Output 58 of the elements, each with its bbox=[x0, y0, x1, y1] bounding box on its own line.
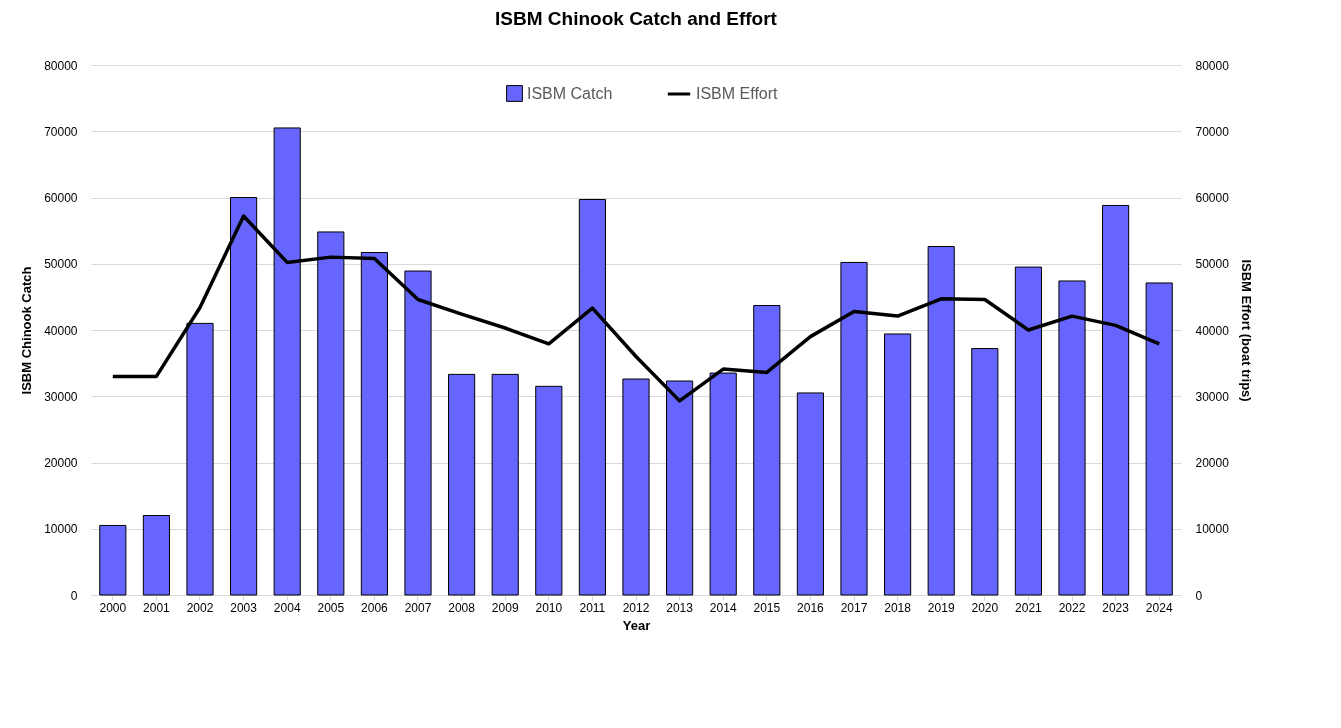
x-axis-title: Year bbox=[622, 617, 651, 633]
x-tick-label: 2019 bbox=[927, 600, 955, 615]
y-axis-title: ISBM Chinook Catch bbox=[19, 266, 35, 395]
bar bbox=[535, 385, 563, 596]
y-tick-label: 30000 bbox=[44, 389, 78, 404]
y2-tick-label: 70000 bbox=[1195, 124, 1230, 139]
x-tick-label: 2023 bbox=[1102, 600, 1130, 615]
x-tick-label: 2014 bbox=[709, 600, 737, 615]
x-tick-label: 2018 bbox=[884, 600, 912, 615]
bar bbox=[448, 373, 476, 596]
x-tick-label: 2000 bbox=[99, 600, 127, 615]
x-tick-label: 2003 bbox=[230, 600, 258, 615]
chart-title: ISBM Chinook Catch and Effort bbox=[495, 8, 778, 29]
bar bbox=[971, 348, 999, 596]
y-tick-label: 20000 bbox=[44, 456, 78, 470]
x-tick-label: 2016 bbox=[797, 600, 825, 615]
bar bbox=[796, 392, 824, 596]
bar bbox=[491, 373, 519, 596]
x-tick-label: 2008 bbox=[448, 600, 476, 615]
y2-tick-label: 20000 bbox=[1195, 456, 1230, 470]
x-tick-label: 2010 bbox=[535, 600, 563, 615]
y-tick-label: 50000 bbox=[44, 257, 78, 272]
x-tick-label: 2017 bbox=[840, 600, 868, 615]
x-tick-label: 2009 bbox=[491, 600, 519, 615]
x-tick-label: 2005 bbox=[317, 600, 345, 615]
y-tick-label: 10000 bbox=[44, 522, 78, 537]
bar bbox=[99, 524, 127, 596]
x-tick-label: 2012 bbox=[622, 600, 650, 615]
y2-tick-label: 30000 bbox=[1195, 389, 1230, 404]
y-tick-label: 70000 bbox=[44, 124, 78, 139]
y-tick-label: 80000 bbox=[44, 58, 78, 73]
y2-axis-title: ISBM Effort (boat trips) bbox=[1238, 259, 1254, 402]
y-tick-label: 60000 bbox=[44, 191, 78, 205]
x-tick-label: 2013 bbox=[666, 600, 694, 615]
y2-tick-label: 80000 bbox=[1195, 58, 1230, 73]
x-tick-label: 2022 bbox=[1058, 600, 1086, 615]
x-tick-label: 2011 bbox=[579, 600, 606, 615]
x-tick-label: 2002 bbox=[186, 600, 214, 615]
x-tick-label: 2021 bbox=[1015, 600, 1043, 615]
bar bbox=[622, 378, 650, 596]
x-tick-label: 2001 bbox=[143, 600, 171, 615]
y-tick-label: 40000 bbox=[44, 323, 78, 338]
y2-tick-label: 10000 bbox=[1195, 522, 1230, 537]
y2-tick-label: 0 bbox=[1195, 588, 1203, 603]
x-tick-label: 2004 bbox=[273, 600, 301, 615]
y2-tick-label: 40000 bbox=[1195, 323, 1230, 338]
y-tick-label: 0 bbox=[70, 588, 78, 603]
x-tick-label: 2024 bbox=[1145, 600, 1173, 615]
y2-tick-label: 60000 bbox=[1195, 191, 1230, 205]
x-tick-label: 2007 bbox=[404, 600, 432, 615]
legend-label: ISBM Catch bbox=[527, 84, 613, 102]
x-tick-label: 2015 bbox=[753, 600, 781, 615]
y2-tick-label: 50000 bbox=[1195, 257, 1230, 272]
legend-label: ISBM Effort bbox=[696, 85, 779, 102]
bar bbox=[142, 515, 170, 596]
x-tick-label: 2006 bbox=[361, 600, 389, 615]
bar bbox=[884, 333, 912, 596]
x-tick-label: 2020 bbox=[971, 600, 999, 615]
